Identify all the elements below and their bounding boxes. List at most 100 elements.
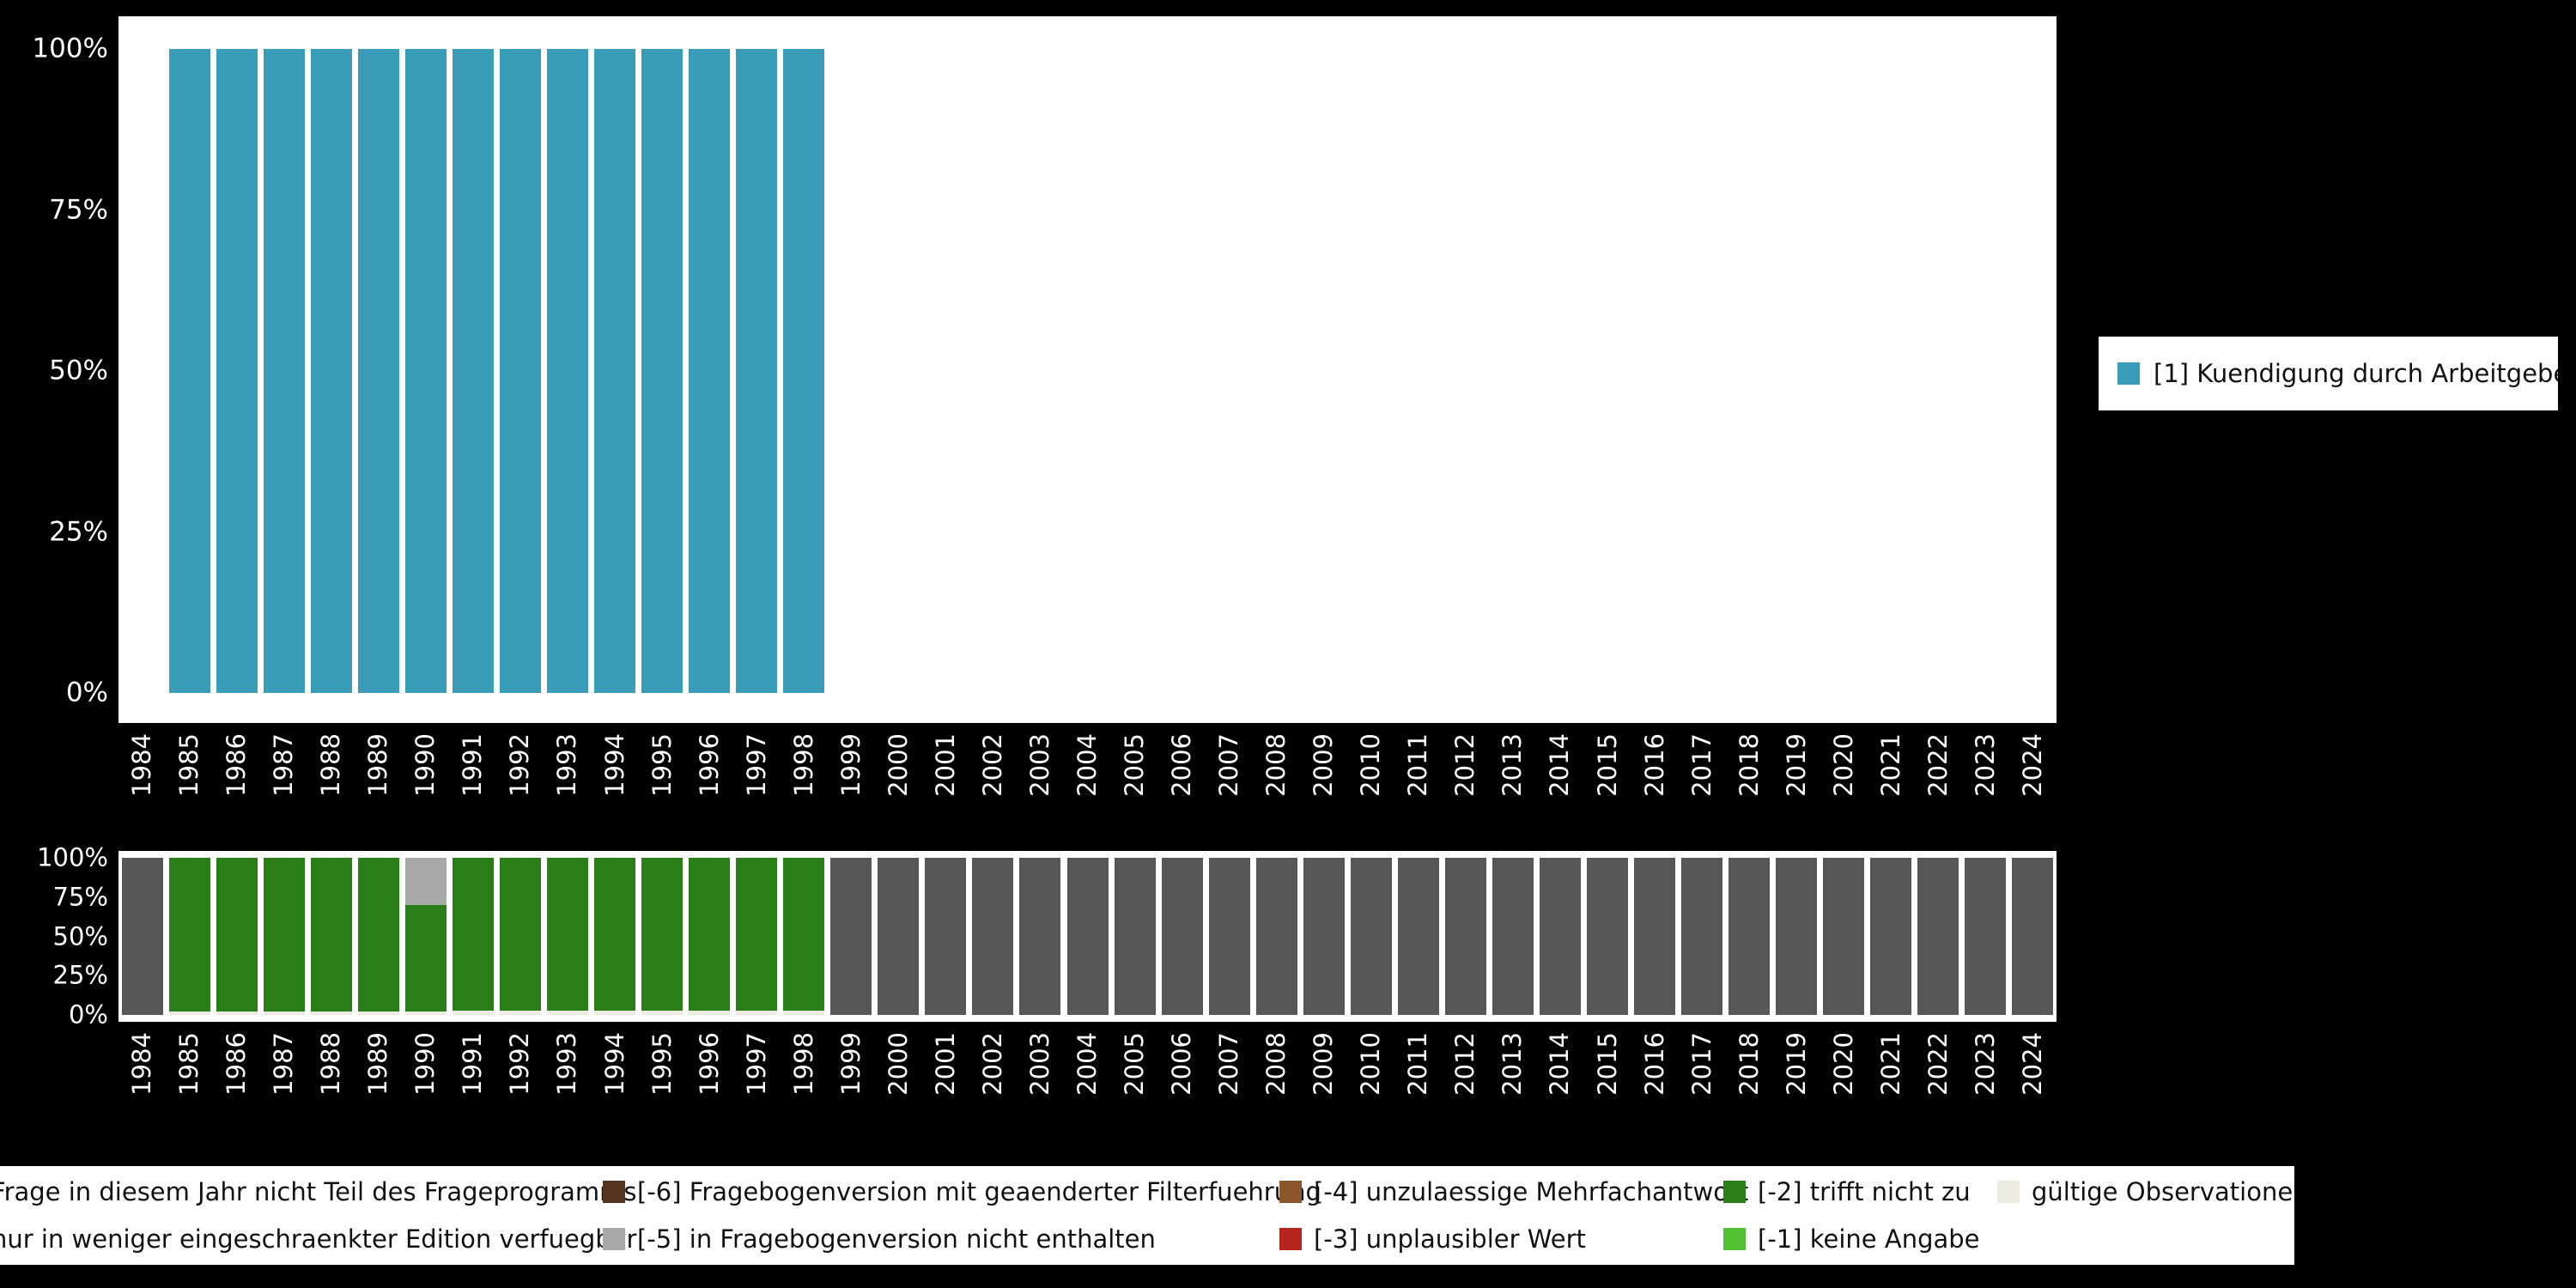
bar-segment bbox=[546, 1010, 588, 1015]
bar-2017[interactable] bbox=[1681, 858, 1723, 1015]
bar-1995[interactable] bbox=[641, 858, 683, 1015]
bar-2009[interactable] bbox=[1303, 858, 1345, 1015]
bar-segment bbox=[357, 858, 399, 1012]
bar-1989[interactable] bbox=[357, 49, 399, 693]
bar-2023[interactable] bbox=[1965, 858, 2007, 1015]
bar-1992[interactable] bbox=[499, 49, 541, 693]
bar-2000[interactable] bbox=[878, 858, 920, 1015]
bar-1988[interactable] bbox=[310, 858, 352, 1015]
bar-1990[interactable] bbox=[404, 49, 447, 693]
bar-2007[interactable] bbox=[1208, 858, 1250, 1015]
bar-segment bbox=[641, 1010, 683, 1015]
bar-1985[interactable] bbox=[168, 858, 210, 1015]
bar-1996[interactable] bbox=[689, 858, 731, 1015]
bar-1986[interactable] bbox=[216, 49, 258, 693]
bar-1984[interactable] bbox=[121, 858, 163, 1015]
bar-segment bbox=[168, 858, 210, 1012]
x-axis-year-label: 2017 bbox=[1686, 1032, 1716, 1096]
missings-chart-panel bbox=[118, 851, 2057, 1022]
distribution-chart-legend: [1] Kuendigung durch Arbeitgeber bbox=[2099, 337, 2558, 410]
bar-segment bbox=[310, 1012, 352, 1015]
bar-2021[interactable] bbox=[1870, 858, 1912, 1015]
bar-segment bbox=[1492, 858, 1534, 1015]
bar-2019[interactable] bbox=[1776, 858, 1818, 1015]
bar-1987[interactable] bbox=[263, 49, 305, 693]
bar-1992[interactable] bbox=[499, 858, 541, 1015]
bar-2018[interactable] bbox=[1728, 858, 1771, 1015]
x-axis-year-label: 2010 bbox=[1356, 1032, 1386, 1096]
bar-2022[interactable] bbox=[1917, 858, 1959, 1015]
y-axis-tick-label: 25% bbox=[52, 960, 108, 990]
bar-2002[interactable] bbox=[972, 858, 1014, 1015]
bar-1997[interactable] bbox=[736, 858, 778, 1015]
bar-segment bbox=[216, 1012, 258, 1015]
bar-1997[interactable] bbox=[736, 49, 778, 693]
missings-legend-item: [-4] unzulaessige Mehrfachantwort bbox=[1279, 1169, 1748, 1215]
legend-label: [-3] unplausibler Wert bbox=[1314, 1224, 1586, 1254]
bar-1989[interactable] bbox=[357, 858, 399, 1015]
bar-segment bbox=[168, 49, 210, 693]
bar-2005[interactable] bbox=[1114, 858, 1156, 1015]
bar-1994[interactable] bbox=[594, 858, 635, 1015]
bar-1991[interactable] bbox=[452, 858, 494, 1015]
bar-1993[interactable] bbox=[546, 49, 588, 693]
x-axis-year-label: 2015 bbox=[1592, 733, 1622, 797]
legend-label: Frage in diesem Jahr nicht Teil des Frag… bbox=[0, 1176, 637, 1206]
bar-segment bbox=[310, 49, 352, 693]
bar-2016[interactable] bbox=[1634, 858, 1676, 1015]
x-axis-year-label: 2000 bbox=[883, 733, 913, 797]
bar-2024[interactable] bbox=[2012, 858, 2054, 1015]
x-axis-year-label: 1994 bbox=[599, 733, 629, 797]
x-axis-year-label: 1992 bbox=[505, 733, 535, 797]
bar-1994[interactable] bbox=[594, 49, 635, 693]
x-axis-year-label: 2005 bbox=[1120, 733, 1150, 797]
bar-2011[interactable] bbox=[1397, 858, 1439, 1015]
x-axis-year-label: 2007 bbox=[1214, 733, 1244, 797]
bar-1995[interactable] bbox=[641, 49, 683, 693]
bar-segment bbox=[1255, 858, 1297, 1015]
x-axis-year-label: 2024 bbox=[2017, 733, 2047, 797]
bar-1990[interactable] bbox=[404, 858, 447, 1015]
bar-segment bbox=[783, 49, 825, 693]
bar-2004[interactable] bbox=[1066, 858, 1109, 1015]
bar-2003[interactable] bbox=[1019, 858, 1061, 1015]
bar-segment bbox=[736, 858, 778, 1011]
x-axis-year-label: 1998 bbox=[788, 1032, 818, 1096]
bar-segment bbox=[736, 49, 778, 693]
bar-2015[interactable] bbox=[1587, 858, 1629, 1015]
bar-2020[interactable] bbox=[1823, 858, 1865, 1015]
bar-2012[interactable] bbox=[1444, 858, 1486, 1015]
bar-2014[interactable] bbox=[1539, 858, 1581, 1015]
bar-1988[interactable] bbox=[310, 49, 352, 693]
bar-1999[interactable] bbox=[830, 858, 872, 1015]
x-axis-year-label: 2018 bbox=[1734, 733, 1764, 797]
bar-2006[interactable] bbox=[1161, 858, 1203, 1015]
bar-segment bbox=[452, 1010, 494, 1015]
bar-segment bbox=[594, 858, 635, 1011]
bar-1993[interactable] bbox=[546, 858, 588, 1015]
bar-2008[interactable] bbox=[1255, 858, 1297, 1015]
bar-1998[interactable] bbox=[783, 49, 825, 693]
missings-chart-plot-area bbox=[118, 858, 2057, 1015]
bar-1996[interactable] bbox=[689, 49, 731, 693]
x-axis-year-label: 2016 bbox=[1639, 1032, 1669, 1096]
bar-2013[interactable] bbox=[1492, 858, 1534, 1015]
bar-1986[interactable] bbox=[216, 858, 258, 1015]
x-axis-year-label: 2024 bbox=[2017, 1032, 2047, 1096]
x-axis-year-label: 2019 bbox=[1781, 733, 1811, 797]
bar-1998[interactable] bbox=[783, 858, 825, 1015]
bar-1987[interactable] bbox=[263, 858, 305, 1015]
bar-1985[interactable] bbox=[168, 49, 210, 693]
bar-segment bbox=[2012, 858, 2054, 1015]
x-axis-year-label: 1998 bbox=[788, 733, 818, 797]
bar-segment bbox=[546, 858, 588, 1011]
bar-1991[interactable] bbox=[452, 49, 494, 693]
x-axis-year-label: 1990 bbox=[410, 1032, 440, 1096]
bar-segment bbox=[641, 858, 683, 1011]
x-axis-year-label: 2018 bbox=[1734, 1032, 1764, 1096]
bar-2001[interactable] bbox=[925, 858, 967, 1015]
bar-2010[interactable] bbox=[1350, 858, 1392, 1015]
legend-swatch bbox=[603, 1181, 625, 1203]
x-axis-year-label: 1995 bbox=[647, 1032, 677, 1096]
x-axis-year-label: 2004 bbox=[1072, 733, 1102, 797]
